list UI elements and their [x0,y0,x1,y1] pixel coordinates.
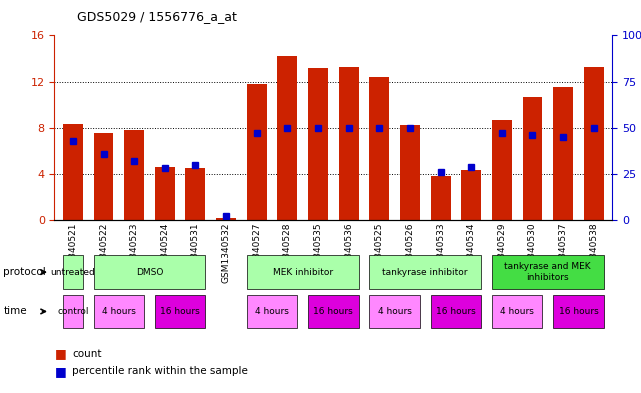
Text: DMSO: DMSO [136,268,163,277]
Text: control: control [57,307,88,316]
Bar [155,167,175,220]
Text: 16 hours: 16 hours [160,307,200,316]
Bar [63,124,83,220]
Bar [185,168,205,220]
Text: 16 hours: 16 hours [436,307,476,316]
Text: untreated: untreated [51,268,96,277]
Text: 4 hours: 4 hours [255,307,289,316]
Text: percentile rank within the sample: percentile rank within the sample [72,366,248,376]
Bar [400,125,420,220]
Text: protocol: protocol [3,267,46,277]
Bar [338,66,358,220]
Text: count: count [72,349,102,359]
Text: ■: ■ [54,365,66,378]
Text: 4 hours: 4 hours [102,307,136,316]
Bar [492,119,512,220]
Bar [369,77,389,220]
Bar [247,84,267,220]
Bar [462,171,481,220]
Bar [522,97,542,220]
Bar [124,130,144,220]
Text: 16 hours: 16 hours [313,307,353,316]
Text: tankyrase and MEK
inhibitors: tankyrase and MEK inhibitors [504,263,591,282]
Bar [553,87,573,220]
Text: MEK inhibitor: MEK inhibitor [272,268,333,277]
Text: 4 hours: 4 hours [378,307,412,316]
Text: tankyrase inhibitor: tankyrase inhibitor [383,268,468,277]
Bar [278,56,297,220]
Text: 4 hours: 4 hours [500,307,534,316]
Text: 16 hours: 16 hours [558,307,598,316]
Bar [216,219,236,220]
Text: GDS5029 / 1556776_a_at: GDS5029 / 1556776_a_at [77,10,237,23]
Bar [584,66,604,220]
Bar [94,134,113,220]
Bar [431,176,451,220]
Text: ■: ■ [54,347,66,360]
Bar [308,68,328,220]
Text: time: time [3,307,27,316]
